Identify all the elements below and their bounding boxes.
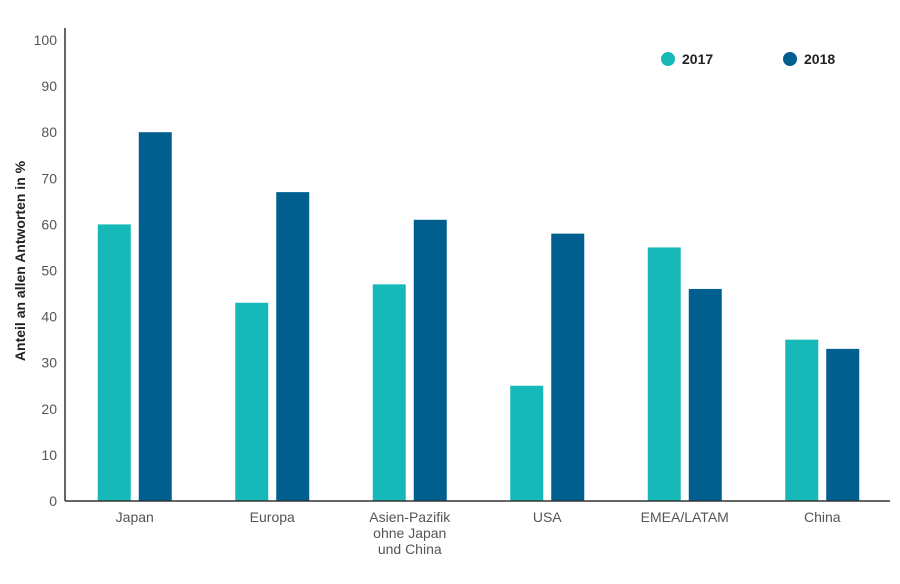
x-category-label: China <box>804 509 841 525</box>
y-tick-label: 30 <box>41 355 57 371</box>
y-tick-label: 50 <box>41 263 57 279</box>
x-category-label: USA <box>533 509 562 525</box>
y-tick-label: 60 <box>41 216 57 232</box>
y-tick-label: 0 <box>49 493 57 509</box>
legend-marker-2017 <box>661 52 675 66</box>
x-axis: Japan Europa Asien-Pazifik ohne Japan und Ch… <box>65 500 890 557</box>
bar-2017-2 <box>372 284 406 501</box>
bar-2018-1 <box>276 192 310 501</box>
bar-2018-5 <box>826 348 860 501</box>
bar-2017-3 <box>510 385 544 501</box>
x-category-label: EMEA/LATAM <box>641 509 729 525</box>
bar-2018-4 <box>688 288 722 501</box>
bar-2017-1 <box>235 302 269 501</box>
legend-label-2017: 2017 <box>682 51 713 67</box>
x-category-label: Europa <box>250 509 295 525</box>
y-tick-label: 80 <box>41 124 57 140</box>
bar-2017-5 <box>785 339 819 501</box>
y-axis: 0 10 20 30 40 50 60 70 80 90 100 <box>34 28 66 509</box>
legend-label-2018: 2018 <box>804 51 835 67</box>
y-tick-label: 20 <box>41 401 57 417</box>
bar-2017-4 <box>647 247 681 501</box>
x-category-label: Asien-Pazifik ohne Japan und China <box>369 509 451 557</box>
y-tick-label: 40 <box>41 309 57 325</box>
bar-2018-2 <box>413 219 447 502</box>
y-tick-label: 100 <box>34 32 58 48</box>
y-tick-label: 10 <box>41 447 57 463</box>
legend-marker-2018 <box>783 52 797 66</box>
bar-2017-0 <box>97 224 131 501</box>
bar-2018-0 <box>138 132 172 501</box>
legend: 2017 2018 <box>661 51 835 67</box>
bar-2018-3 <box>551 233 585 501</box>
y-tick-label: 90 <box>41 78 57 94</box>
y-axis-title: Anteil an allen Antworten in % <box>12 160 28 361</box>
bars <box>97 132 860 502</box>
x-category-label: Japan <box>116 509 154 525</box>
y-tick-label: 70 <box>41 170 57 186</box>
